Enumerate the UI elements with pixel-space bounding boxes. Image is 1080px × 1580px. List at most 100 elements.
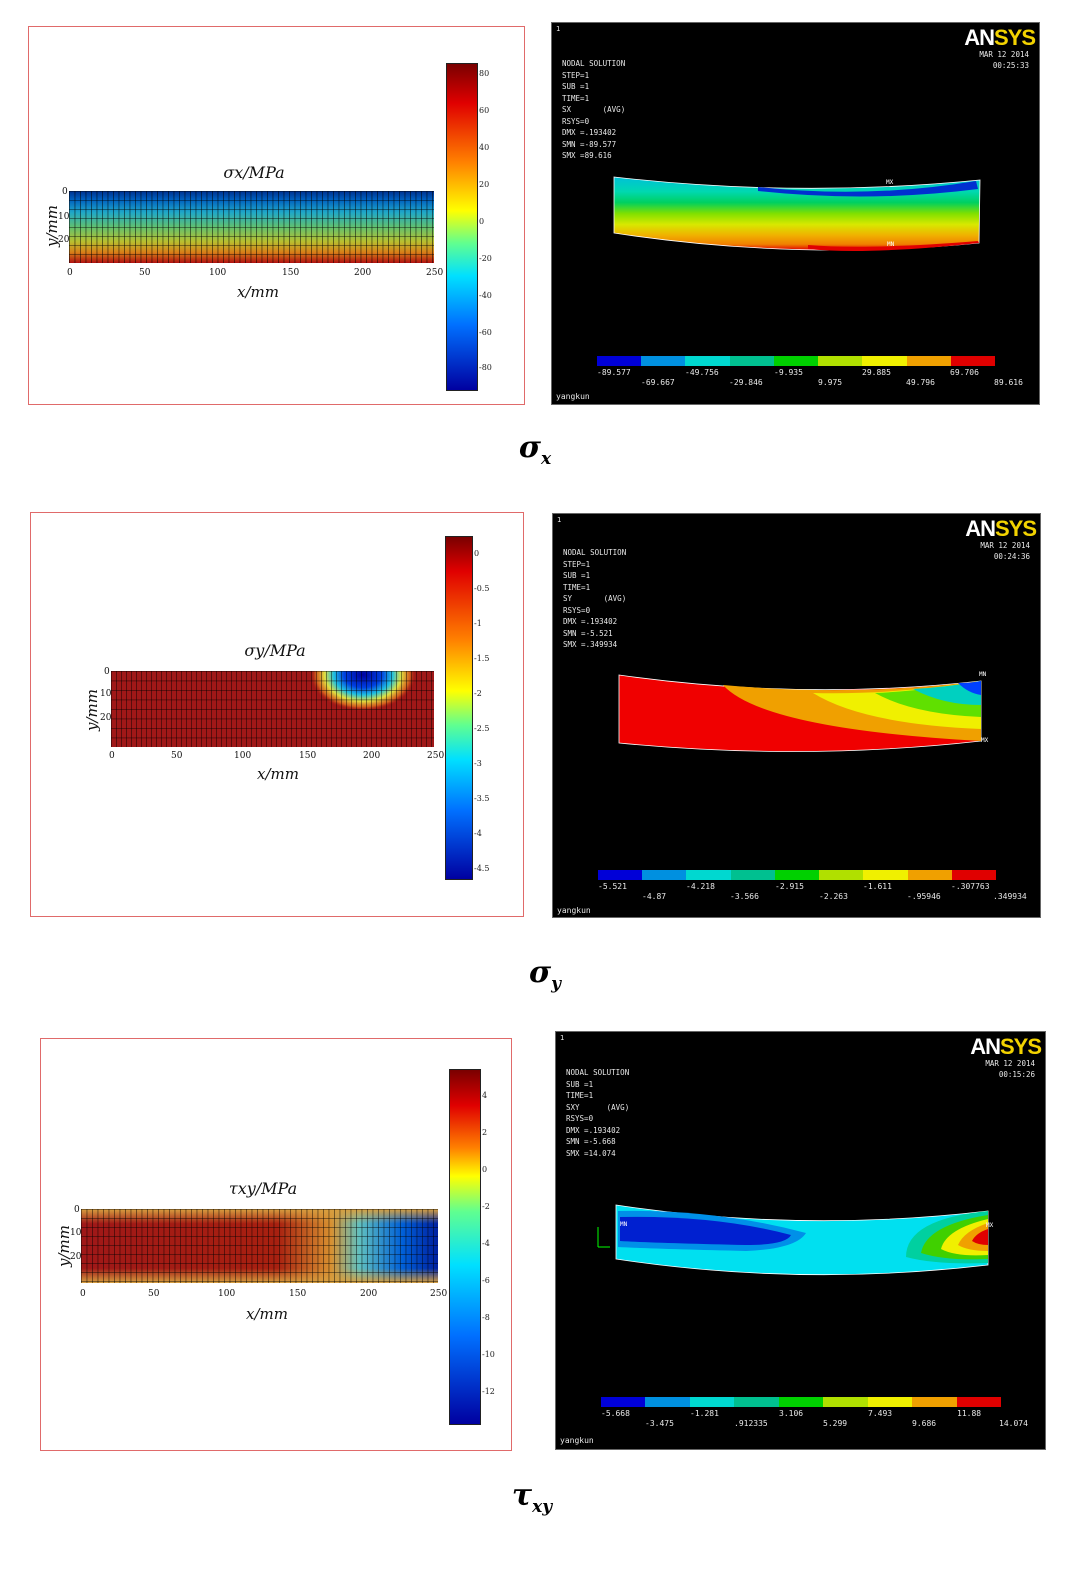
ansys-logo: ANSYS	[965, 516, 1037, 541]
sy-y-axis-label: y/mm	[82, 689, 101, 731]
sx-mx-label: MX	[886, 179, 894, 186]
ansys-logo: ANSYS	[964, 25, 1036, 50]
txy-cbar-tick-1: 2	[482, 1128, 488, 1137]
sx-legend-val-l4: 89.616	[994, 378, 1023, 387]
txy-ansys-window-number: 1	[560, 1034, 565, 1042]
sy-plot-title: σy/MPa	[244, 641, 306, 660]
sy-caption: σy	[528, 955, 562, 994]
txy-x-tick-4: 200	[360, 1289, 378, 1299]
txy-ansys-user: yangkun	[560, 1436, 594, 1445]
txy-ansys-info: NODAL SOLUTION SUB =1 TIME=1 SXY (AVG) RSYS=…	[566, 1068, 630, 1158]
sy-x-axis-label: x/mm	[257, 765, 299, 783]
txy-x-tick-5: 250	[430, 1289, 448, 1299]
sx-x-tick-4: 200	[354, 268, 372, 278]
sy-legend-val-l1: -3.566	[730, 892, 759, 901]
sy-beam-contour	[618, 674, 982, 752]
sx-cbar-tick-2: 40	[479, 143, 490, 152]
sx-cbar-tick-8: -80	[479, 363, 492, 372]
txy-x-tick-0: 0	[80, 1289, 86, 1299]
sx-y-tick-1: 10	[58, 212, 70, 222]
ansys-logo: ANSYS	[970, 1034, 1042, 1059]
txy-legend-val-l4: 14.074	[999, 1419, 1028, 1428]
sx-heatmap	[69, 191, 434, 263]
sy-y-tick-1: 10	[100, 689, 112, 699]
sy-matlab-panel: σy/MPa 0 10 20 y/mm 0 50 100 150 200 250…	[30, 512, 524, 917]
sx-y-tick-0: 0	[62, 187, 68, 197]
sy-legend-val-l4: .349934	[993, 892, 1027, 901]
sy-cbar-tick-3: -1.5	[474, 654, 490, 663]
txy-plot-title: τxy/MPa	[228, 1179, 298, 1198]
sx-beam-contour	[613, 176, 981, 251]
sx-ansys-info: NODAL SOLUTION STEP=1 SUB =1 TIME=1 SX (AVG)…	[562, 59, 626, 160]
txy-legend-val-u4: 11.88	[957, 1409, 982, 1418]
sy-y-tick-2: 20	[100, 713, 112, 723]
sy-mx-label: MX	[981, 737, 989, 744]
txy-x-tick-3: 150	[289, 1289, 307, 1299]
sx-legend-val-l3: 49.796	[906, 378, 935, 387]
txy-ansys-panel: 1 NODAL SOLUTION SUB =1 TIME=1 SXY (AVG) RSY…	[555, 1031, 1046, 1450]
sy-ansys-datetime: MAR 12 2014 00:24:36	[980, 541, 1030, 561]
sy-legend-val-u3: -1.611	[863, 882, 892, 891]
txy-y-axis-label: y/mm	[54, 1225, 73, 1267]
txy-caption: τxy	[511, 1478, 553, 1517]
sy-ansys-info: NODAL SOLUTION STEP=1 SUB =1 TIME=1 SY (AVG)…	[563, 548, 627, 649]
sx-ansys-user: yangkun	[556, 392, 590, 401]
sx-legend-val-l2: 9.975	[818, 378, 843, 387]
txy-x-tick-1: 50	[148, 1289, 160, 1299]
sx-legend-val-l0: -69.667	[641, 378, 675, 387]
sy-x-tick-2: 100	[234, 751, 252, 761]
sx-y-tick-2: 20	[58, 235, 70, 245]
sy-cbar-tick-1: -0.5	[474, 584, 490, 593]
sx-legend-val-u2: -9.935	[774, 368, 803, 377]
sy-cbar-tick-4: -2	[474, 689, 482, 698]
sy-cbar-tick-9: -4.5	[474, 864, 490, 873]
sy-ansys-legend-bar	[598, 870, 996, 880]
sx-cbar-tick-0: 80	[479, 69, 490, 78]
sx-x-tick-1: 50	[139, 268, 151, 278]
sx-cbar-tick-4: 0	[479, 217, 485, 226]
sy-cbar-tick-7: -3.5	[474, 794, 490, 803]
sx-cbar-tick-1: 60	[479, 106, 490, 115]
sx-cbar-tick-7: -60	[479, 328, 492, 337]
sy-cbar-tick-6: -3	[474, 759, 482, 768]
sx-plot-title: σx/MPa	[223, 163, 285, 182]
txy-colorbar	[449, 1069, 481, 1425]
txy-x-tick-2: 100	[218, 1289, 236, 1299]
sy-x-tick-0: 0	[109, 751, 115, 761]
sy-x-tick-4: 200	[363, 751, 381, 761]
sx-y-axis-label: y/mm	[42, 205, 61, 247]
txy-x-axis-label: x/mm	[246, 1305, 288, 1323]
sy-cbar-tick-8: -4	[474, 829, 482, 838]
txy-cbar-tick-2: 0	[482, 1165, 488, 1174]
txy-legend-val-l3: 9.686	[912, 1419, 937, 1428]
sx-legend-val-u0: -89.577	[597, 368, 631, 377]
sy-cbar-tick-2: -1	[474, 619, 482, 628]
sx-ansys-window-number: 1	[556, 25, 561, 33]
sx-matlab-panel: σx/MPa 0 10 20 y/mm 0 50 100 150 200 250…	[28, 26, 525, 405]
sx-legend-val-u1: -49.756	[685, 368, 719, 377]
sy-mn-label: MN	[979, 671, 987, 678]
txy-cbar-tick-7: -10	[482, 1350, 495, 1359]
sx-colorbar	[446, 63, 478, 391]
sy-legend-val-l2: -2.263	[819, 892, 848, 901]
sx-legend-val-u3: 29.885	[862, 368, 891, 377]
sx-legend-val-l1: -29.846	[729, 378, 763, 387]
sy-legend-val-u2: -2.915	[775, 882, 804, 891]
txy-legend-val-u1: -1.281	[690, 1409, 719, 1418]
sx-x-tick-5: 250	[426, 268, 444, 278]
sx-ansys-datetime: MAR 12 2014 00:25:33	[979, 50, 1029, 70]
txy-y-tick-0: 0	[74, 1205, 80, 1215]
sy-x-tick-1: 50	[171, 751, 183, 761]
txy-matlab-panel: τxy/MPa 0 10 20 y/mm 0 50 100 150 200 25…	[40, 1038, 512, 1451]
txy-legend-val-l1: .912335	[734, 1419, 768, 1428]
sy-ansys-window-number: 1	[557, 516, 562, 524]
sx-x-tick-3: 150	[282, 268, 300, 278]
sx-mn-label: MN	[887, 241, 895, 248]
txy-cbar-tick-0: 4	[482, 1091, 488, 1100]
sx-cbar-tick-6: -40	[479, 291, 492, 300]
sx-cbar-tick-5: -20	[479, 254, 492, 263]
txy-mn-label: MN	[620, 1221, 628, 1228]
txy-legend-val-l0: -3.475	[645, 1419, 674, 1428]
sy-colorbar	[445, 536, 473, 880]
sx-x-tick-0: 0	[67, 268, 73, 278]
